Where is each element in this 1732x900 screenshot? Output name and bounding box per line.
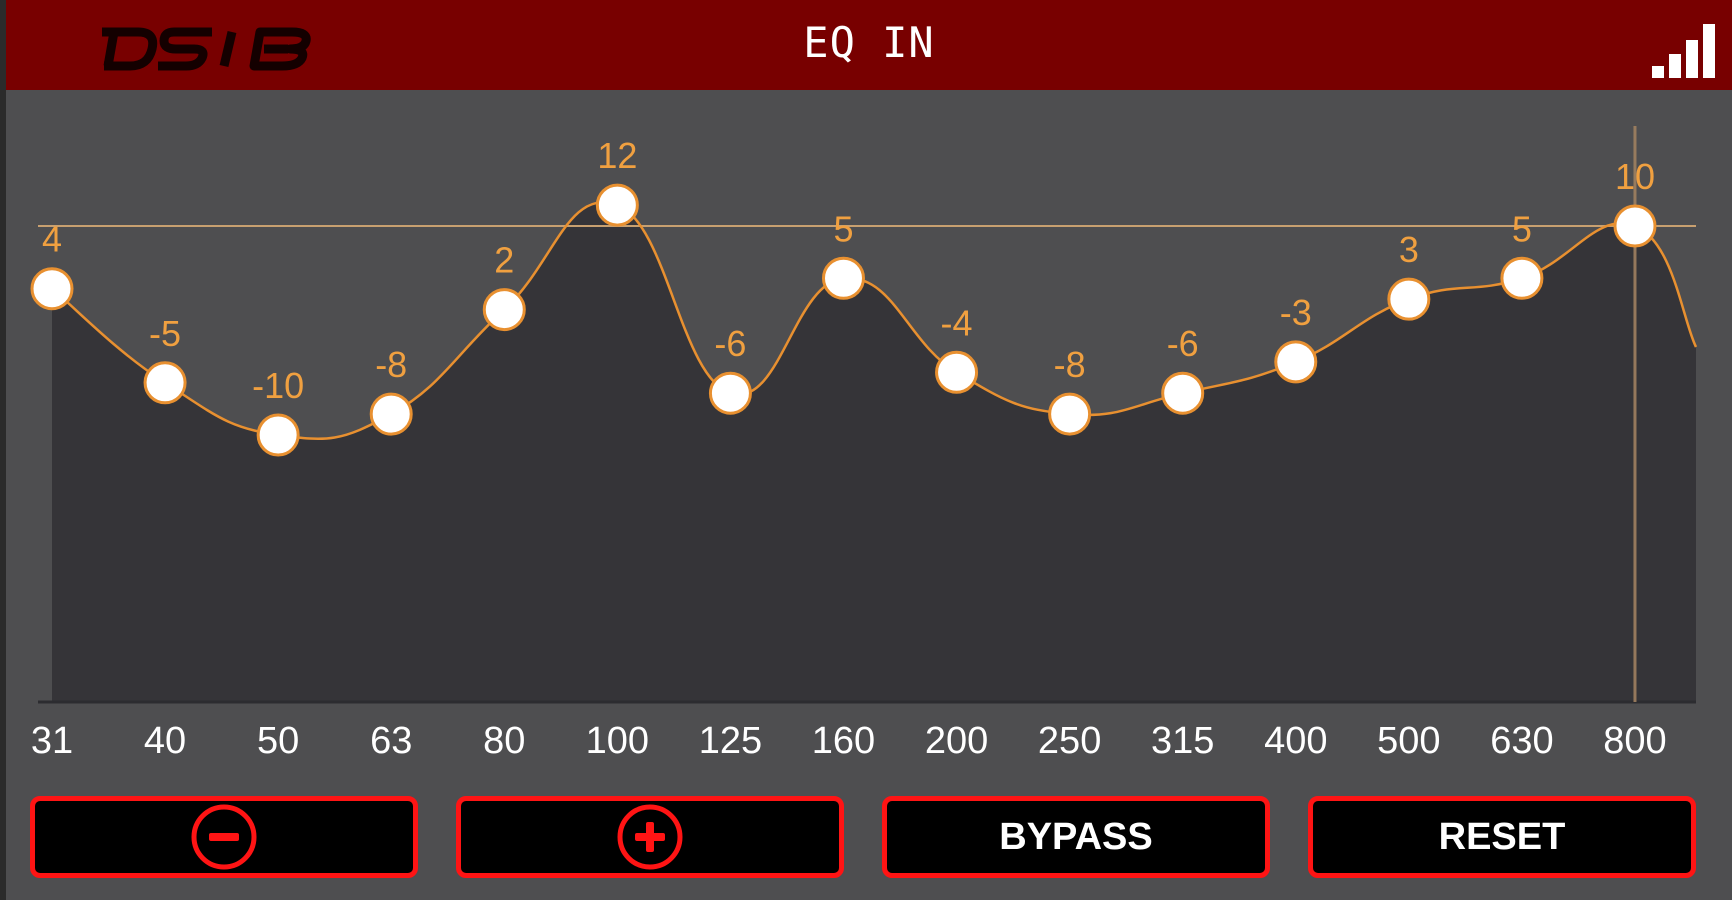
- bypass-button[interactable]: BYPASS: [882, 796, 1270, 878]
- signal-bars-icon: [1652, 22, 1718, 78]
- eq-band-value-label: -3: [1280, 292, 1312, 333]
- eq-band-value-label: -4: [941, 302, 973, 343]
- button-bar: BYPASS RESET: [0, 790, 1732, 900]
- brand-logo: [94, 24, 324, 80]
- eq-band-handle[interactable]: [708, 371, 752, 415]
- eq-band-frequency-label: 40: [144, 720, 186, 762]
- eq-band-value-label: 5: [1512, 208, 1532, 249]
- eq-band-frequency-label: 160: [812, 720, 875, 762]
- left-border: [0, 0, 6, 900]
- eq-band-value-label: 4: [42, 219, 62, 260]
- eq-band-frequency-label: 63: [370, 720, 412, 762]
- eq-band-handle[interactable]: [1500, 256, 1544, 300]
- eq-band-handle[interactable]: [595, 183, 639, 227]
- eq-band-handle[interactable]: [935, 350, 979, 394]
- eq-band-value-label: -8: [1054, 344, 1086, 385]
- eq-curve-fill: [52, 202, 1696, 702]
- eq-band-frequency-label: 100: [586, 720, 649, 762]
- reset-button[interactable]: RESET: [1308, 796, 1696, 878]
- eq-band-frequency-label: 500: [1377, 720, 1440, 762]
- eq-band-value-label: 5: [833, 208, 853, 249]
- eq-band-handle[interactable]: [256, 413, 300, 457]
- increase-button[interactable]: [456, 796, 844, 878]
- eq-band-frequency-label: 50: [257, 720, 299, 762]
- plus-circle-icon: [617, 804, 683, 870]
- page-title: EQ IN: [803, 18, 935, 67]
- eq-band-value-label: -10: [252, 365, 304, 406]
- header-bar: EQ IN: [6, 0, 1732, 90]
- eq-band-handle[interactable]: [30, 267, 74, 311]
- eq-band-value-label: 10: [1615, 156, 1655, 197]
- eq-graph[interactable]: 4 31 -5 40 -10 50 -8 63 2 80 12 100 -6 125 5 160 -4 200 -8…: [0, 90, 1732, 790]
- minus-circle-icon: [191, 804, 257, 870]
- eq-band-frequency-label: 125: [699, 720, 762, 762]
- eq-band-handle[interactable]: [1613, 204, 1657, 248]
- eq-band-handle[interactable]: [143, 361, 187, 405]
- eq-band-value-label: -5: [149, 313, 181, 354]
- eq-band-frequency-label: 630: [1490, 720, 1553, 762]
- eq-band-value-label: 12: [597, 135, 637, 176]
- eq-band-frequency-label: 400: [1264, 720, 1327, 762]
- eq-band-value-label: 3: [1399, 229, 1419, 270]
- eq-band-handle[interactable]: [821, 256, 865, 300]
- eq-band-value-label: 2: [494, 240, 514, 281]
- eq-band-frequency-label: 315: [1151, 720, 1214, 762]
- eq-band-handle[interactable]: [1387, 277, 1431, 321]
- eq-band-handle[interactable]: [1274, 340, 1318, 384]
- eq-band-frequency-label: 80: [483, 720, 525, 762]
- eq-band-frequency-label: 250: [1038, 720, 1101, 762]
- decrease-button[interactable]: [30, 796, 418, 878]
- eq-band-handle[interactable]: [1048, 392, 1092, 436]
- eq-band-frequency-label: 31: [31, 720, 73, 762]
- eq-band-value-label: -6: [714, 323, 746, 364]
- eq-band-handle[interactable]: [482, 288, 526, 332]
- eq-band-value-label: -8: [375, 344, 407, 385]
- eq-band-frequency-label: 800: [1603, 720, 1666, 762]
- eq-band-frequency-label: 200: [925, 720, 988, 762]
- eq-curve-chart[interactable]: 4 31 -5 40 -10 50 -8 63 2 80 12 100 -6 125 5 160 -4 200 -8…: [0, 90, 1732, 790]
- eq-band-handle[interactable]: [369, 392, 413, 436]
- eq-band-handle[interactable]: [1161, 371, 1205, 415]
- eq-band-value-label: -6: [1167, 323, 1199, 364]
